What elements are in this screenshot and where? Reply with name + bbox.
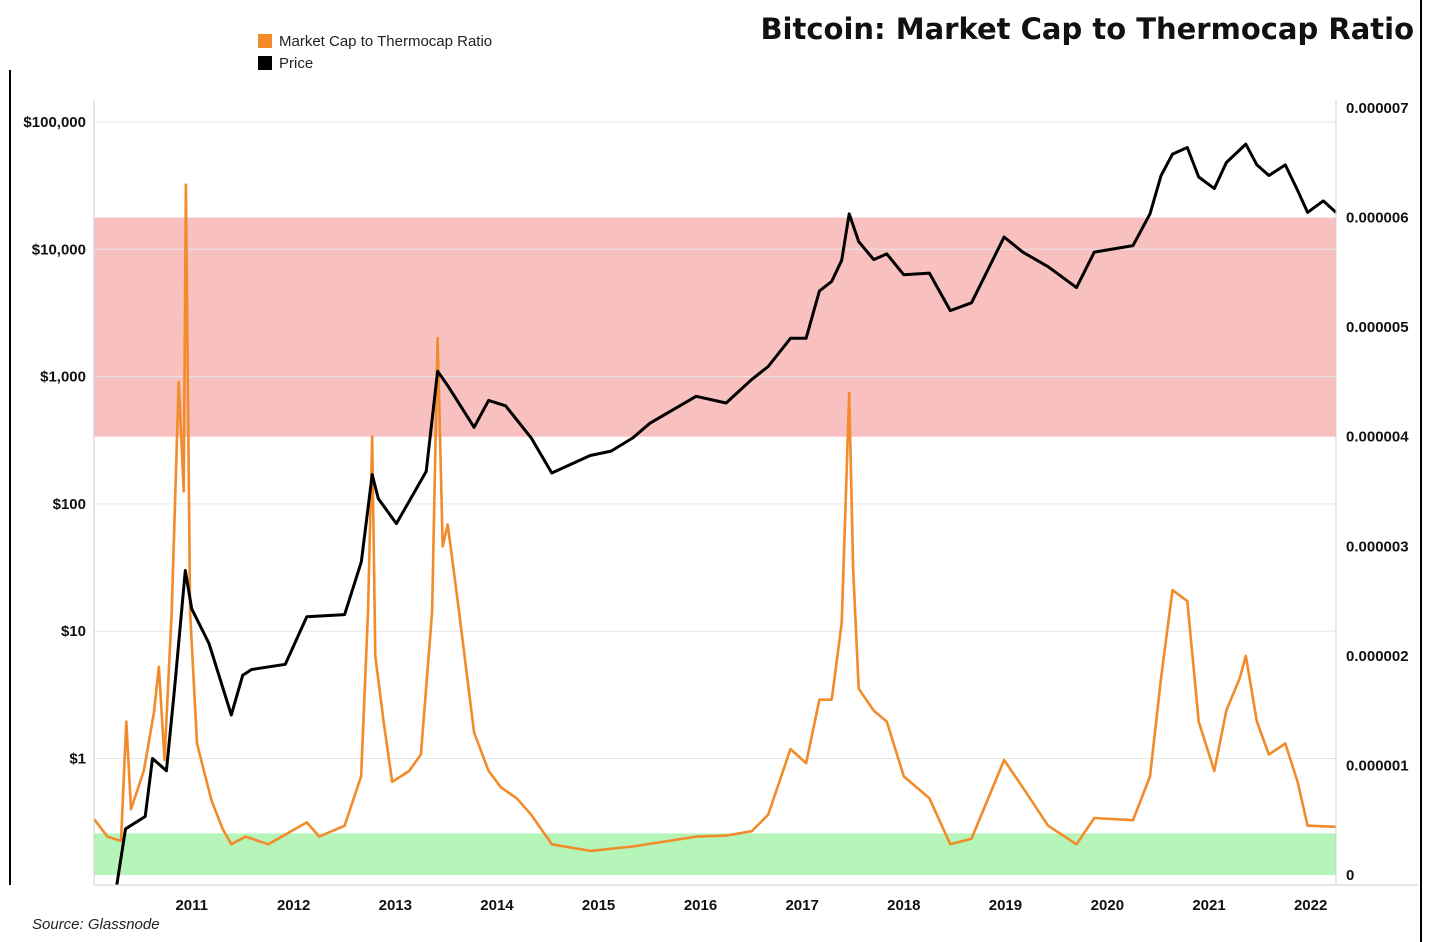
source-note: Source: Glassnode (32, 916, 160, 933)
legend-swatch-price (258, 56, 272, 70)
series-line-ratio (92, 183, 1337, 853)
legend-swatch-ratio (258, 34, 272, 48)
y-right-tick-label: 0.000006 (1346, 210, 1409, 227)
x-tick-label: 2017 (785, 897, 818, 914)
x-tick-label: 2011 (175, 897, 208, 914)
grid-layer (94, 121, 1336, 759)
y-right-tick-label: 0.000007 (1346, 100, 1409, 117)
series-line-price (115, 142, 1338, 886)
chart-title: Bitcoin: Market Cap to Thermocap Ratio (760, 12, 1414, 46)
x-tick-label: 2018 (887, 897, 920, 914)
axes-layer: $1 $10 $100 $1,000 $10,000 $100,000 0 0.000001 0… (9, 0, 1422, 942)
band-overvalued (94, 217, 1336, 437)
x-tick-label: 2012 (277, 897, 310, 914)
x-tick-label: 2022 (1294, 897, 1327, 914)
band-undervalued (94, 833, 1336, 875)
y-right-tick-label: 0.000005 (1346, 319, 1409, 336)
y-left-tick-label: $1,000 (40, 369, 86, 386)
legend-label-ratio: Market Cap to Thermocap Ratio (279, 32, 493, 50)
y-left-tick-label: $10,000 (32, 241, 86, 258)
y-left-tick-label: $10 (61, 623, 86, 640)
series-layer (92, 142, 1338, 886)
bands-layer (94, 217, 1336, 875)
x-tick-label: 2021 (1192, 897, 1225, 914)
y-right-tick-label: 0.000002 (1346, 648, 1409, 665)
y-right-tick-label: 0.000004 (1346, 429, 1409, 446)
x-tick-label: 2016 (684, 897, 717, 914)
legend-item-price: Price (258, 52, 492, 74)
x-tick-label: 2015 (582, 897, 615, 914)
x-tick-label: 2013 (379, 897, 412, 914)
chart-legend: Market Cap to Thermocap Ratio Price (258, 30, 492, 74)
y-left-tick-label: $100 (53, 496, 86, 513)
x-tick-label: 2019 (989, 897, 1022, 914)
y-right-tick-label: 0.000003 (1346, 538, 1409, 555)
legend-label-price: Price (279, 54, 314, 72)
y-left-tick-label: $1 (69, 751, 86, 768)
x-tick-label: 2014 (480, 897, 514, 914)
y-right-tick-label: 0.000001 (1346, 757, 1409, 774)
legend-item-ratio: Market Cap to Thermocap Ratio (258, 30, 492, 52)
x-tick-label: 2020 (1091, 897, 1124, 914)
y-right-tick-label: 0 (1346, 867, 1354, 884)
y-left-tick-label: $100,000 (23, 114, 86, 131)
